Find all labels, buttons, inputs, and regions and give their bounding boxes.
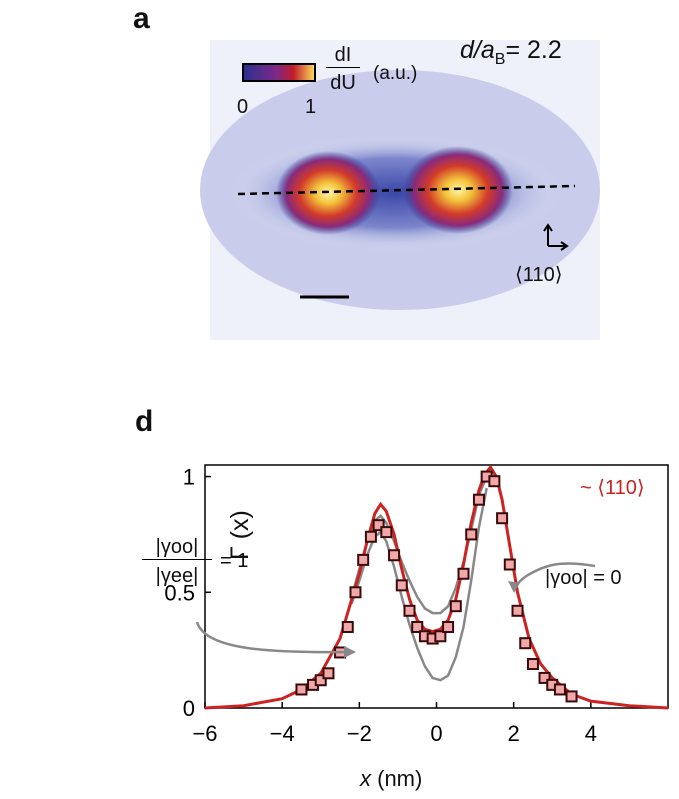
ratio-bottom: |γee| (155, 565, 199, 587)
colorbar-den: dU (330, 72, 356, 94)
data-marker-27 (511, 604, 524, 617)
x-tick-label-3: 0 (430, 721, 442, 746)
red-curve-label: ~ ⟨110⟩ (580, 477, 645, 499)
series-line-1 (350, 487, 488, 682)
data-marker-6 (349, 586, 362, 599)
data-marker-13 (403, 604, 416, 617)
x-axis-var: x (360, 766, 371, 791)
x-tick-label-5: 4 (585, 721, 597, 746)
direction-label: ⟨110⟩ (515, 264, 563, 286)
data-marker-9 (372, 519, 385, 532)
colorbar-min: 0 (237, 96, 249, 118)
zero-arrow-head (508, 581, 520, 593)
data-marker-5 (341, 621, 354, 633)
colorbar (242, 63, 316, 82)
ratio-arrow-head (344, 646, 356, 658)
x-tick-label-0: −6 (192, 721, 217, 746)
data-marker-8 (364, 530, 377, 543)
data-marker-29 (526, 658, 539, 671)
x-axis-unit: (nm) (377, 766, 423, 791)
data-marker-10 (380, 526, 393, 539)
direction-arrow-icon (543, 223, 569, 251)
ratio-label: d/aB= 2.2 (460, 36, 562, 69)
colorbar-unit: (a.u.) (373, 63, 418, 84)
data-marker-32 (553, 683, 566, 696)
ratio-symbol: d/a (460, 36, 495, 64)
line-cut (237, 184, 576, 196)
data-marker-3 (322, 667, 335, 680)
data-marker-18 (442, 621, 455, 633)
colorbar-max: 1 (305, 96, 317, 118)
ratio-arrow (195, 621, 351, 654)
data-marker-33 (565, 690, 578, 703)
colorbar-num: dI (326, 44, 360, 68)
data-marker-20 (457, 567, 470, 580)
data-marker-11 (388, 549, 401, 562)
x-tick-label-2: −2 (347, 721, 372, 746)
panel-a-label: a (133, 2, 150, 35)
data-marker-7 (357, 553, 370, 566)
data-marker-26 (503, 558, 516, 571)
ratio-sub: B (494, 51, 506, 68)
data-marker-22 (472, 493, 485, 506)
y-tick-label-0: 0 (183, 696, 195, 721)
data-marker-14 (411, 621, 424, 633)
x-tick-label-1: −4 (270, 721, 295, 746)
data-marker-24 (488, 475, 501, 488)
data-marker-25 (496, 512, 509, 525)
data-marker-19 (449, 600, 462, 613)
y-tick-label-2: 1 (183, 465, 195, 490)
ratio-top: |γoo| (142, 536, 212, 560)
ratio-eq: = 1 (220, 550, 249, 572)
data-marker-17 (434, 630, 447, 643)
stm-map (200, 40, 600, 340)
data-marker-12 (395, 579, 408, 592)
ratio-value: = 2.2 (505, 36, 562, 64)
x-tick-label-4: 2 (508, 721, 520, 746)
data-marker-2 (314, 674, 327, 687)
data-marker-30 (538, 671, 551, 684)
data-marker-0 (295, 683, 308, 696)
y-tick-label-1: 0.5 (164, 580, 195, 605)
data-marker-21 (465, 528, 478, 541)
zero-label: |γoo| = 0 (545, 567, 622, 589)
panel-d-label: d (135, 405, 154, 438)
data-marker-28 (519, 637, 532, 650)
x-axis-label: x (nm) (360, 766, 422, 792)
